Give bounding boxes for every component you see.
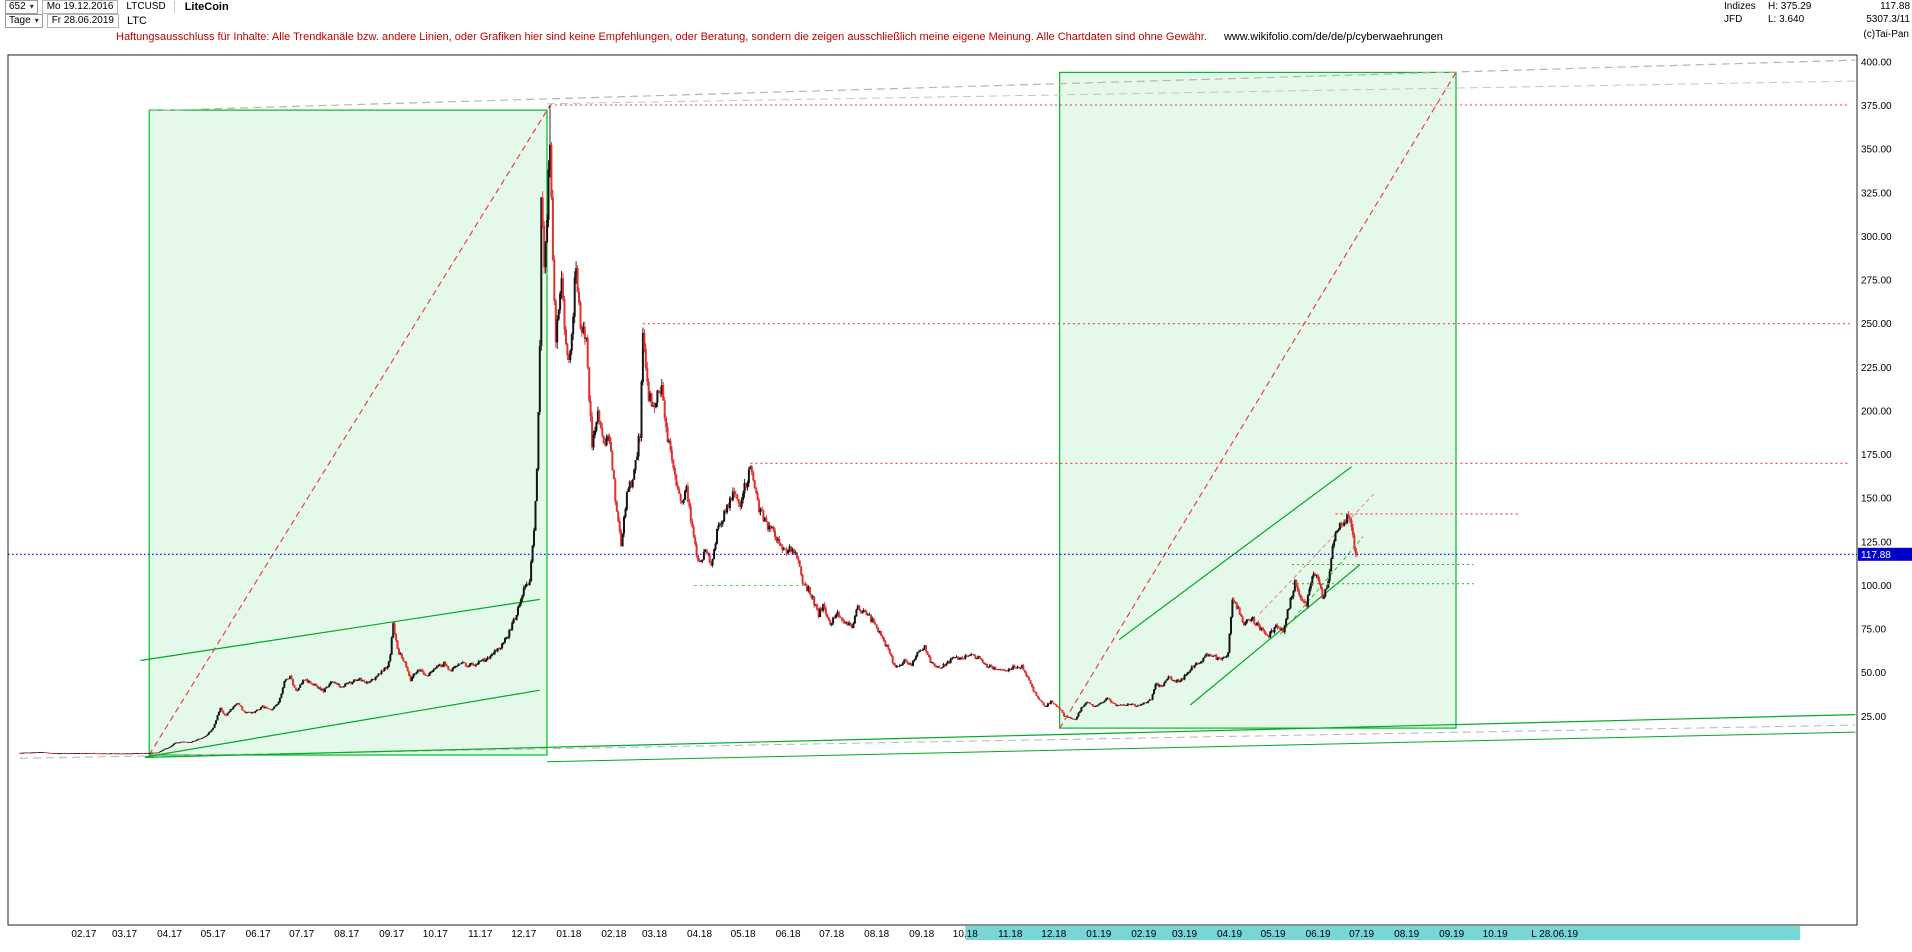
price-tick-label: 25.00 <box>1861 712 1886 723</box>
trendline[interactable] <box>148 105 551 756</box>
toolbar-row-1: 652 ▾ Mo 19.12.2016 LTCUSD LiteCoin <box>5 0 229 14</box>
bars-count-dropdown[interactable]: 652 ▾ <box>5 0 38 14</box>
month-tick-label: 10.18 <box>953 929 978 940</box>
month-tick-label: 08.19 <box>1394 929 1419 940</box>
month-tick-label: 07.18 <box>819 929 844 940</box>
month-tick-label: 01.18 <box>556 929 581 940</box>
feed-label: JFD <box>1724 14 1743 25</box>
month-tick-label: 06.17 <box>246 929 271 940</box>
last-date-label: L 28.06.19 <box>1531 929 1578 940</box>
levels-layer <box>550 104 1850 587</box>
trendline[interactable] <box>1059 72 1457 729</box>
month-tick-label: 10.19 <box>1483 929 1508 940</box>
copyright-label: (c)Tai-Pan <box>1863 29 1909 40</box>
month-tick-label: 05.19 <box>1261 929 1286 940</box>
price-tick-label: 175.00 <box>1861 450 1892 461</box>
disclaimer-bar: Haftungsausschluss für Inhalte: Alle Tre… <box>116 31 1443 43</box>
end-date-field[interactable]: Fr 28.06.2019 <box>46 13 119 28</box>
last-price-tag-value: 117.88 <box>1861 550 1891 561</box>
month-tick-label: 09.18 <box>909 929 934 940</box>
month-tick-label: 03.17 <box>112 929 137 940</box>
month-tick-label: 09.17 <box>379 929 404 940</box>
turnover-value: 5307.3/11 <box>1866 14 1910 25</box>
trendline[interactable] <box>144 714 1856 758</box>
price-tick-label: 375.00 <box>1861 101 1892 112</box>
month-tick-label: 08.18 <box>864 929 889 940</box>
timeline-scrollbar[interactable] <box>965 926 1801 940</box>
last-price-value: 117.88 <box>1880 1 1910 12</box>
month-tick-label: 10.17 <box>423 929 448 940</box>
month-tick-label: 02.19 <box>1131 929 1156 940</box>
trendline[interactable] <box>140 598 540 662</box>
month-tick-label: 04.17 <box>157 929 182 940</box>
last-price-tag <box>1858 547 1912 561</box>
time-axis[interactable]: 02.17 03.17 04.17 05.17 06.17 07.17 08.17 09.17… <box>71 929 1578 940</box>
period-dropdown[interactable]: Tage ▾ <box>5 13 43 28</box>
month-tick-label: 02.17 <box>71 929 96 940</box>
trendline[interactable] <box>547 80 1856 105</box>
price-tick-label: 275.00 <box>1861 276 1892 287</box>
disclaimer-text: Haftungsausschluss für Inhalte: Alle Tre… <box>116 31 1207 43</box>
chevron-down-icon: ▾ <box>29 1 34 11</box>
month-tick-label: 05.18 <box>731 929 756 940</box>
quote-info-row-2: JFD L: 3.640 5307.3/11 <box>1724 13 1910 26</box>
month-tick-label: 04.19 <box>1217 929 1242 940</box>
price-tick-label: 400.00 <box>1861 57 1892 68</box>
plot-frame <box>7 54 1858 926</box>
month-tick-label: 01.19 <box>1086 929 1111 940</box>
month-tick-label: 09.19 <box>1439 929 1464 940</box>
quote-info-panel: Indizes H: 375.29 117.88 JFD L: 3.640 53… <box>1724 0 1910 26</box>
bars-count-value: 652 <box>9 0 26 12</box>
trendlines-layer <box>19 59 1856 763</box>
quote-info-row-1: Indizes H: 375.29 117.88 <box>1724 0 1910 13</box>
price-tick-label: 125.00 <box>1861 537 1892 548</box>
price-tick-label: 75.00 <box>1861 625 1886 636</box>
price-tick-label: 350.00 <box>1861 145 1892 156</box>
start-date-field[interactable]: Mo 19.12.2016 <box>41 0 119 14</box>
toolbar-row-2: Tage ▾ Fr 28.06.2019 LTC <box>5 13 147 28</box>
period-low-label: L: 3.640 <box>1768 14 1805 25</box>
price-tick-label: 100.00 <box>1861 581 1892 592</box>
price-tick-label: 325.00 <box>1861 188 1892 199</box>
month-tick-label: 07.19 <box>1349 929 1374 940</box>
month-tick-label: 05.17 <box>201 929 226 940</box>
price-tick-label: 200.00 <box>1861 406 1892 417</box>
month-tick-label: 07.17 <box>289 929 314 940</box>
month-tick-label: 12.18 <box>1041 929 1066 940</box>
price-tick-label: 300.00 <box>1861 232 1892 243</box>
trendline[interactable] <box>149 59 1856 112</box>
trendline[interactable] <box>1189 564 1361 706</box>
month-tick-label: 12.17 <box>511 929 536 940</box>
month-tick-label: 04.18 <box>687 929 712 940</box>
period-high-label: H: 375.29 <box>1768 1 1812 12</box>
trendline[interactable] <box>547 731 1856 763</box>
price-tick-label: 225.00 <box>1861 363 1892 374</box>
month-tick-label: 06.19 <box>1306 929 1331 940</box>
price-tick-label: 150.00 <box>1861 494 1892 505</box>
ticker-label: LTC <box>126 14 147 27</box>
wikifolio-link[interactable]: www.wikifolio.com/de/de/p/cyberwaehrunge… <box>1223 31 1443 43</box>
period-value: Tage <box>9 14 31 26</box>
month-tick-label: 11.17 <box>468 929 493 940</box>
month-tick-label: 03.18 <box>642 929 667 940</box>
month-tick-label: 02.18 <box>601 929 626 940</box>
price-tick-label: 50.00 <box>1861 668 1886 679</box>
month-tick-label: 08.17 <box>334 929 359 940</box>
trendline[interactable] <box>144 689 540 758</box>
candles-layer <box>19 105 1359 755</box>
month-tick-label: 11.18 <box>998 929 1023 940</box>
trendline[interactable] <box>1118 466 1352 641</box>
provider-label: Indizes <box>1724 1 1756 12</box>
month-tick-label: 03.19 <box>1172 929 1197 940</box>
price-axis[interactable]: 400.00 375.00 350.00 325.00 300.00 275.00 250.… <box>1858 57 1912 723</box>
month-tick-label: 06.18 <box>776 929 801 940</box>
instrument-name: LiteCoin <box>184 0 229 13</box>
symbol-label: LTCUSD <box>126 0 175 13</box>
price-tick-label: 250.00 <box>1861 319 1892 330</box>
chevron-down-icon: ▾ <box>34 15 39 25</box>
